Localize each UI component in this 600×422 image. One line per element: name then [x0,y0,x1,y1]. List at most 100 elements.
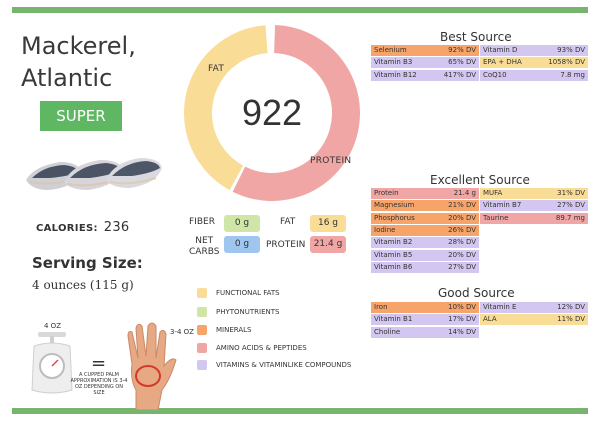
serving-size-value: 4 ounces (115 g) [32,278,134,292]
legend-label: AMINO ACIDS & PEPTIDES [216,344,307,352]
nutrient-value: 28% DV [448,238,476,247]
nutrient-value: 20% DV [448,250,476,259]
source-row-mufa: MUFA 31% DV [480,188,588,199]
mackerel-fillets-image [26,158,162,190]
donut-fat-label: FAT [208,64,225,74]
bottom-bar [12,408,588,414]
legend-swatch [197,360,207,370]
source-row-vitamin-b2: Vitamin B2 28% DV [371,237,479,249]
calories-value: 236 [103,220,130,235]
source-row-phosphorus: Phosphorus 20% DV [371,212,479,224]
legend-amino-acids: AMINO ACIDS & PEPTIDES [197,341,307,355]
fat-label: FAT [280,217,296,227]
nutrient-value: 93% DV [557,46,585,54]
source-row-magnesium: Magnesium 21% DV [371,200,479,212]
nutrient-value: 89.7 mg [555,213,585,222]
nutrient-value: 92% DV [448,46,476,54]
source-row-vitamin-b6: Vitamin B6 27% DV [371,261,479,273]
protein-value: 21.4 g [310,236,346,253]
nutrient-name: Choline [374,327,401,336]
nutrient-value: 20% DV [448,213,476,222]
palm-label: 3-4 OZ [170,328,194,336]
source-row-vitamin-e: Vitamin E 12% DV [480,302,588,313]
legend-vitamins: VITAMINS & VITAMINLIKE COMPOUNDS [197,358,351,372]
legend-functional-fats: FUNCTIONAL FATS [197,286,280,300]
source-row-ala: ALA 11% DV [480,314,588,326]
nutrient-name: Vitamin B7 [483,201,522,210]
legend-swatch [197,288,207,298]
donut-protein-label: PROTEIN [310,156,352,166]
nutrient-name: Vitamin B6 [374,262,413,271]
top-bar [12,7,588,13]
nutrient-name: ALA [483,315,497,324]
calories: CALORIES: 236 [36,220,129,235]
nutrient-name: Vitamin E [483,303,517,311]
palm-explanation: A CUPPED PALM APPROXIMATION IS 3-4 OZ DE… [70,372,128,396]
nutrient-name: MUFA [483,189,503,197]
legend-label: VITAMINS & VITAMINLIKE COMPOUNDS [216,361,352,369]
source-row-vitamin-b5: Vitamin B5 20% DV [371,249,479,261]
nutrient-value: 12% DV [557,303,585,311]
nutrient-value: 27% DV [448,262,476,271]
net-carbs-value: 0 g [224,236,260,253]
nutrient-value: 31% DV [557,189,585,197]
net-carbs-label: NET CARBS [189,236,219,258]
fiber-label: FIBER [189,217,215,227]
legend-swatch [197,343,207,353]
source-row-coq10: CoQ10 7.8 mg [480,69,588,81]
nutrient-name: Phosphorus [374,213,415,222]
nutrient-value: 21.4 g [453,189,476,197]
nutrient-value: 7.8 mg [560,70,585,79]
source-row-iron: Iron 10% DV [371,302,479,313]
kitchen-scale-icon [31,332,73,394]
legend-swatch [197,307,207,317]
food-title: Mackerel, Atlantic [21,30,136,94]
best-source-title: Best Source [440,30,512,44]
nutrient-value: 27% DV [557,201,585,210]
legend-label: PHYTONUTRIENTS [216,308,280,316]
calories-label: CALORIES: [36,223,98,234]
nutrient-value: 10% DV [448,303,476,311]
nutrient-value: 26% DV [448,225,476,234]
nutrient-name: Vitamin D [483,46,518,54]
nutrient-name: Vitamin B3 [374,58,413,67]
food-title-line2: Atlantic [21,64,113,92]
legend-label: FUNCTIONAL FATS [216,289,280,297]
good-source-title: Good Source [438,286,515,300]
nutrient-value: 11% DV [557,315,585,324]
nutrient-name: Iodine [374,225,396,234]
net-carbs-label-line1: NET [195,236,214,246]
excellent-source-title: Excellent Source [430,173,530,187]
source-row-taurine: Taurine 89.7 mg [480,212,588,224]
nutrient-name: Vitamin B2 [374,238,413,247]
legend-phytonutrients: PHYTONUTRIENTS [197,305,280,319]
fiber-value: 0 g [224,215,260,232]
legend-label: MINERALS [216,326,252,334]
nutrient-name: Vitamin B12 [374,70,417,79]
serving-size-heading: Serving Size: [32,254,143,272]
nutrition-score: 922 [241,92,303,133]
fillet-3 [106,158,162,188]
source-row-vitamin-b1: Vitamin B1 17% DV [371,314,479,326]
nutrient-name: Selenium [374,46,407,54]
source-row-iodine: Iodine 26% DV [371,224,479,236]
source-row-vitamin-d: Vitamin D 93% DV [480,45,588,56]
food-title-line1: Mackerel, [21,32,136,60]
nutrient-name: EPA + DHA [483,58,522,67]
nutrient-value: 65% DV [448,58,476,67]
cupped-palm-icon [127,322,177,410]
donut-fat-arc [184,25,360,201]
macro-donut-chart [184,25,360,201]
equals-sign: = [91,353,107,374]
source-row-vitamin-b3: Vitamin B3 65% DV [371,57,479,69]
source-row-vitamin-b12: Vitamin B12 417% DV [371,69,479,81]
nutrient-name: Protein [374,189,399,197]
super-badge: SUPER [40,101,122,131]
nutrient-name: Iron [374,303,388,311]
nutrient-name: Magnesium [374,201,415,210]
source-row-protein: Protein 21.4 g [371,188,479,199]
source-row-vitamin-b7: Vitamin B7 27% DV [480,200,588,212]
nutrient-name: Vitamin B1 [374,315,413,324]
nutrient-name: Vitamin B5 [374,250,413,259]
net-carbs-label-line2: CARBS [189,247,220,257]
